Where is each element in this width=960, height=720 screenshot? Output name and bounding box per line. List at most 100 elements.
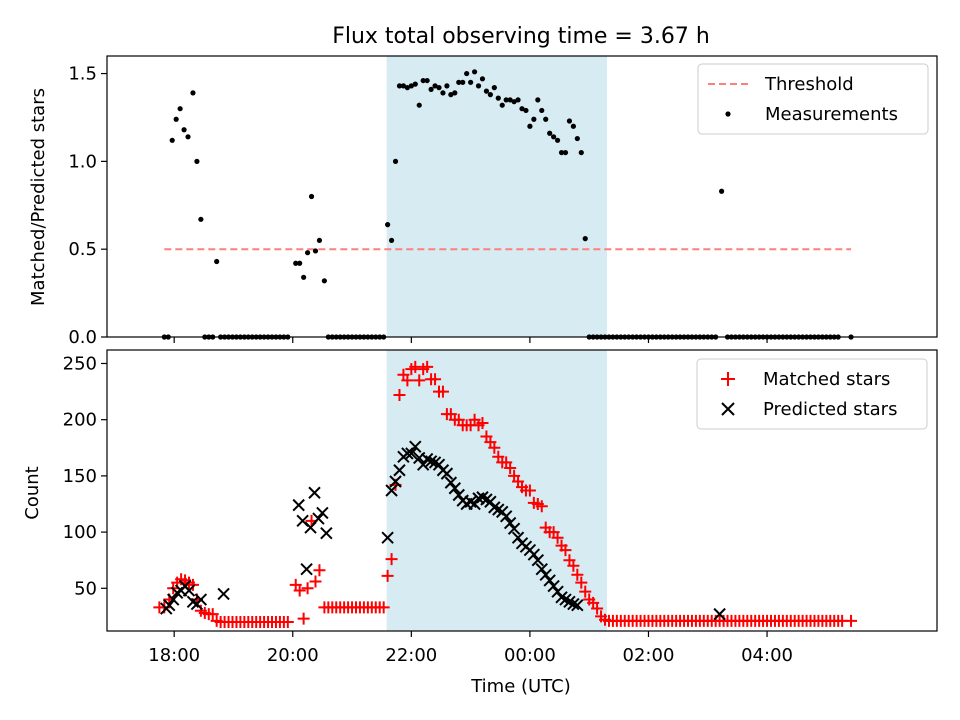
predicted-star-point	[308, 486, 321, 499]
predicted-star-point	[316, 506, 329, 520]
top-highlight-span	[386, 56, 607, 337]
measurement-point	[428, 86, 434, 92]
bottom-y-axis-label: Count	[22, 466, 43, 519]
predicted-star-point	[424, 455, 438, 468]
measurement-point	[558, 149, 565, 156]
legend-predicted-label: Predicted stars	[763, 399, 897, 420]
predicted-star-point	[320, 527, 333, 540]
predicted-star-point	[389, 475, 402, 488]
predicted-star-point	[381, 531, 394, 544]
measurement-point	[408, 83, 414, 89]
predicted-star-point	[292, 498, 305, 512]
matched-star-point	[401, 374, 414, 387]
matched-star-point	[559, 544, 572, 557]
predicted-star-point	[503, 516, 517, 530]
measurement-point	[519, 106, 525, 112]
predicted-star-point	[543, 574, 556, 587]
measurement-point	[570, 123, 576, 129]
measurement-point	[190, 90, 196, 96]
measurement-point	[436, 85, 442, 91]
measurement-point	[169, 137, 175, 143]
predicted-star-point	[444, 476, 458, 489]
bottom-x-axis-label: Time (UTC)	[470, 676, 571, 697]
y-tick-label: 50	[74, 578, 97, 599]
predicted-star-point	[531, 553, 545, 567]
predicted-star-point	[440, 467, 454, 480]
y-tick-label: 0.5	[68, 239, 97, 260]
measurement-point	[491, 85, 497, 91]
predicted-star-point	[448, 482, 462, 495]
bottom-x-axis: 18:00 20:00 22:00 00:00 02:00 04:00	[148, 631, 793, 666]
y-tick-label: 100	[63, 522, 97, 543]
measurement-point	[198, 216, 204, 222]
y-tick-label: 200	[63, 410, 97, 431]
measurement-point	[440, 90, 446, 96]
measurement-point	[432, 83, 438, 89]
measurement-point	[396, 83, 403, 89]
measurement-point	[531, 116, 537, 122]
matched-star-point	[575, 576, 588, 589]
measurement-point	[527, 123, 533, 129]
predicted-star-point	[499, 510, 513, 523]
x-tick-label: 00:00	[504, 645, 556, 666]
measurement-point	[448, 92, 454, 98]
matched-star-point	[206, 608, 219, 621]
measurement-point	[424, 77, 430, 84]
predicted-star-point	[527, 548, 541, 561]
measurement-point	[468, 79, 474, 85]
measurement-point	[404, 85, 410, 91]
bottom-y-axis: 50 100 150 200 250	[63, 353, 107, 599]
measurement-point	[385, 222, 391, 228]
measurement-point	[495, 95, 501, 101]
predicted-star-point	[163, 598, 176, 612]
measurement-point	[543, 116, 549, 122]
legend-predicted-swatch	[721, 402, 735, 416]
measurement-point	[214, 258, 220, 265]
measurement-point	[301, 274, 307, 280]
matched-star-point	[293, 584, 306, 597]
measurement-point	[464, 70, 470, 77]
predicted-star-point	[713, 607, 726, 621]
measurement-point	[416, 102, 422, 108]
legend-measurement-swatch	[725, 111, 731, 117]
measurement-point	[547, 130, 553, 136]
measurement-point	[511, 99, 517, 105]
measurement-point	[460, 79, 466, 85]
measurement-point	[388, 237, 395, 244]
y-tick-label: 150	[63, 466, 97, 487]
measurement-point	[392, 158, 399, 164]
y-tick-label: 250	[63, 353, 97, 374]
measurement-point	[503, 97, 509, 103]
bottom-highlight-span	[386, 350, 607, 631]
legend-threshold-label: Threshold	[764, 74, 854, 95]
predicted-star-point	[194, 593, 208, 606]
measurement-point	[316, 237, 323, 244]
bottom-legend: Matched stars Predicted stars	[696, 358, 928, 430]
measurement-point	[321, 278, 327, 284]
measurement-point	[297, 260, 303, 266]
predicted-star-point	[385, 484, 398, 497]
measurement-point	[420, 77, 426, 84]
matched-star-point	[579, 585, 592, 598]
top-y-axis-label: Matched/Predicted stars	[28, 88, 49, 306]
matched-star-point	[535, 500, 548, 513]
measurement-point	[582, 236, 588, 242]
measurement-point	[535, 97, 541, 103]
bottom-axes-frame	[106, 349, 938, 632]
legend-frame	[696, 358, 928, 430]
y-tick-label: 0.0	[68, 327, 97, 348]
matched-star-point	[301, 582, 314, 595]
matched-star-point	[551, 531, 564, 544]
measurement-point	[523, 107, 529, 114]
measurement-point	[574, 135, 580, 142]
measurement-point	[177, 106, 183, 112]
legend-measurements-label: Measurements	[765, 104, 898, 125]
y-tick-label: 1.0	[68, 151, 97, 172]
matched-star-point	[591, 602, 604, 615]
predicted-star-point	[507, 522, 521, 535]
matched-star-point	[571, 568, 584, 581]
measurement-point	[566, 118, 573, 124]
top-y-axis: 0.0 0.5 1.0 1.5	[68, 64, 107, 348]
matched-star-point	[393, 388, 406, 401]
measurement-point	[456, 79, 462, 85]
